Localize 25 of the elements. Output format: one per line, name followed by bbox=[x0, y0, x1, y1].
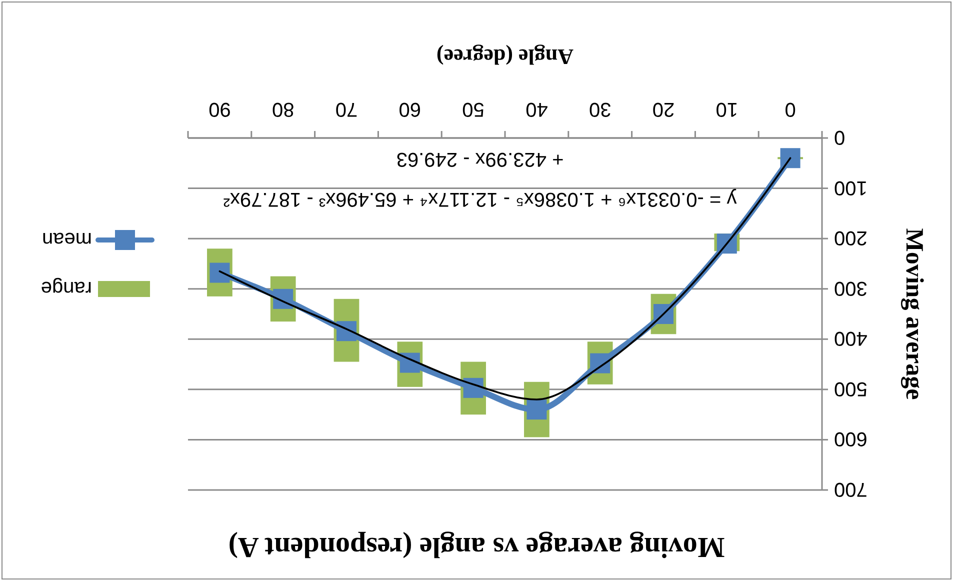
x-tick-label: 60 bbox=[398, 98, 422, 120]
y-tick-label: 600 bbox=[834, 428, 868, 450]
y-tick-label: 700 bbox=[834, 478, 868, 500]
y-tick-label: 0 bbox=[834, 126, 846, 148]
legend-label: range bbox=[40, 277, 92, 299]
point bbox=[780, 148, 800, 168]
x-tick-label: 80 bbox=[272, 98, 294, 120]
x-tick-label: 20 bbox=[652, 98, 675, 120]
y-tick-label: 300 bbox=[834, 276, 868, 299]
y-tick-label: 100 bbox=[834, 176, 868, 198]
annotation: y = -0.0331x⁶ + 1.0386x⁵ - 12.117x⁴ + 65.496x³ - 187.79x² + 423.99x - 249.63 bbox=[222, 148, 737, 210]
y-tick-label: 400 bbox=[834, 327, 868, 350]
legend-label: mean bbox=[42, 228, 92, 250]
y-axis-title: Moving average bbox=[900, 228, 928, 400]
y-tick-label: 500 bbox=[834, 377, 868, 400]
text: Moving average vs angle (respondent A) bbox=[228, 530, 725, 563]
x-axis-title: Angle (degree) bbox=[436, 44, 574, 70]
x-tick-label: 90 bbox=[208, 98, 231, 120]
x-tick-label: 40 bbox=[526, 98, 548, 120]
x-tick-label: 30 bbox=[588, 98, 612, 120]
x-tick-label: 70 bbox=[335, 98, 358, 120]
x-tick-label: 50 bbox=[462, 98, 484, 120]
x-tick-label: 0 bbox=[784, 98, 796, 120]
x-tick-label: 10 bbox=[716, 98, 738, 120]
y-tick-label: 200 bbox=[834, 226, 868, 249]
